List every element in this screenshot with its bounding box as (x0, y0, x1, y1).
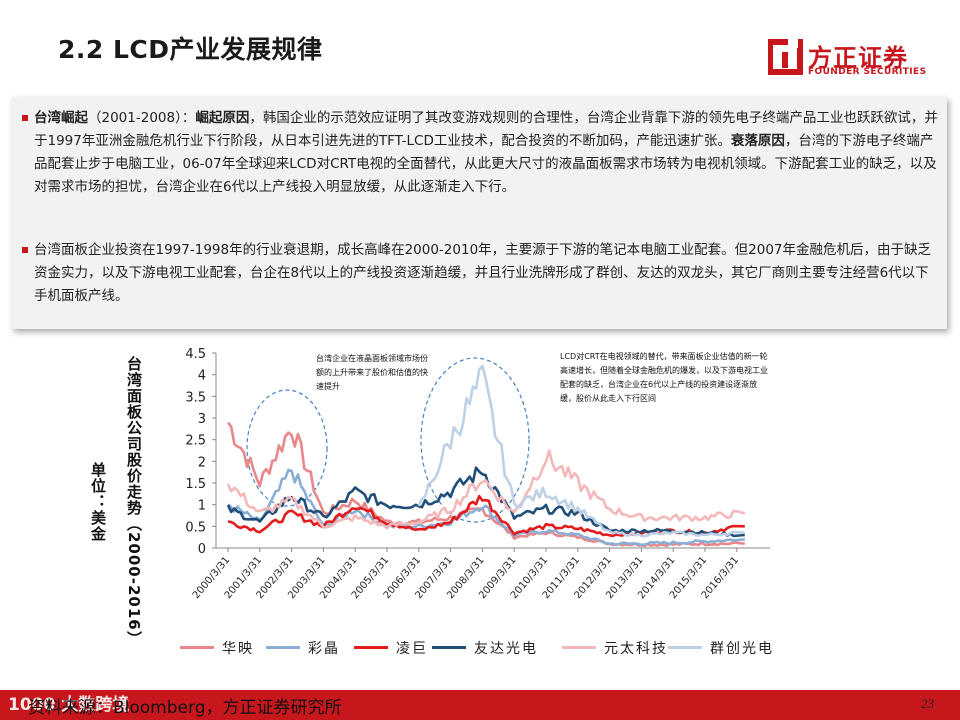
series-line-1 (226, 421, 745, 548)
bullet-marker (22, 247, 28, 253)
legend-label: 凌巨 (396, 641, 428, 657)
bullet-2: 台湾面板企业投资在1997-1998年的行业衰退期，成长高峰在2000-2010… (22, 239, 939, 308)
y-tick-label: 1 (198, 499, 206, 514)
chart-title: 台湾面板公司股价走势（2000-2016） (125, 356, 143, 647)
y-tick-label: 2 (198, 455, 206, 470)
y-tick-label: 2.5 (185, 434, 206, 449)
bullet-marker (22, 115, 28, 121)
series-line-5 (226, 449, 746, 530)
bullet-2-text: 台湾面板企业投资在1997-1998年的行业衰退期，成长高峰在2000-2010… (34, 242, 932, 304)
legend-label: 友达光电 (474, 641, 538, 657)
y-tick-label: 3 (198, 412, 206, 427)
bullet-1-reason1-head: 崛起原因 (195, 110, 250, 126)
y-tick-label: 0.5 (185, 520, 206, 535)
legend-swatch (432, 646, 466, 649)
source-note: 资料来源：Bloomberg，方正证券研究所 (28, 698, 342, 718)
legend-swatch (562, 646, 596, 649)
footer-bar (0, 690, 960, 720)
legend-swatch (354, 646, 388, 649)
page-title: 2.2 LCD产业发展规律 (58, 35, 323, 64)
bullet-1-head: 台湾崛起 (34, 110, 88, 126)
page-number: 23 (921, 696, 934, 711)
stock-price-chart: 00.511.522.533.544.52000/3/312001/3/3120… (185, 347, 770, 601)
watermark: 1000 大数跨境 (8, 695, 130, 715)
y-tick-label: 0 (198, 542, 206, 557)
logo-name-cn: 方正证券 (808, 44, 908, 72)
legend-label: 群创光电 (710, 641, 774, 657)
summary-box: 台湾崛起（2001-2008）：崛起原因，韩国企业的示范效应证明了其改变游戏规则… (12, 97, 947, 329)
chart-annotation-1: 台湾企业在液晶面板领域市场份额的上升带来了股价和估值的快速提升 (316, 354, 428, 391)
chart-annotation-2: LCD对CRT在电视领域的替代，带来面板企业估值的新一轮高速增长，但随着全球金融… (560, 352, 768, 403)
legend-label: 彩晶 (308, 641, 340, 657)
founder-logo-icon (768, 38, 803, 75)
bullet-1: 台湾崛起（2001-2008）：崛起原因，韩国企业的示范效应证明了其改变游戏规则… (22, 107, 939, 199)
chart-unit-label: 单位：美金 (89, 462, 107, 542)
legend-swatch (668, 646, 702, 649)
series-line-4 (226, 466, 745, 538)
bullet-1-reason2-head: 衰落原因 (730, 133, 785, 149)
bullet-1-period: （2001-2008）： (88, 110, 196, 126)
highlight-ellipse-2 (420, 357, 530, 523)
legend-label: 元太科技 (604, 641, 668, 657)
y-tick-label: 4 (198, 369, 206, 384)
logo-name-en: FOUNDER SECURITIES (808, 67, 927, 77)
company-logo: 方正证券 FOUNDER SECURITIES (768, 38, 928, 84)
legend-swatch (180, 646, 214, 649)
legend-label: 华映 (222, 641, 254, 657)
series-line-2 (227, 468, 745, 547)
y-tick-label: 1.5 (185, 477, 206, 492)
y-tick-label: 3.5 (185, 390, 206, 405)
series-line-6 (417, 364, 745, 538)
legend-swatch (266, 646, 300, 649)
bullet-1-reason1-text: ，韩国企业的示范效应证明了其改变游戏规则的合理性，台湾企业背靠下游的领先电子终端… (34, 110, 938, 149)
y-tick-label: 4.5 (185, 347, 206, 362)
bullet-1-reason2-text: ，台湾的下游电子终端产品配套止步于电脑工业，06-07年全球迎来LCD对CRT电… (34, 133, 937, 195)
highlight-ellipse-1 (246, 389, 328, 507)
